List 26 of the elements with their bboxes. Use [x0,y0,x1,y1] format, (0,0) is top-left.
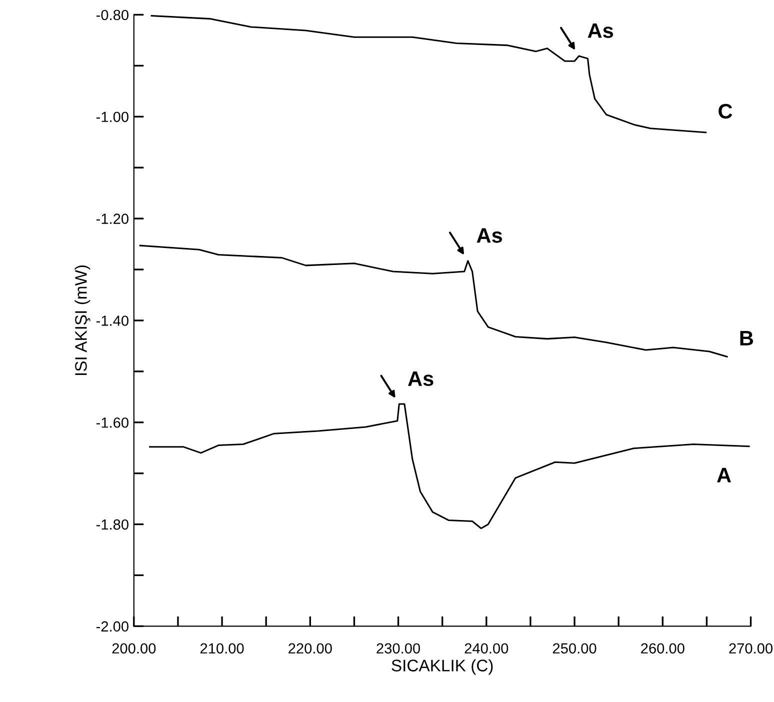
y-tick-label: -1.80 [96,519,128,530]
x-tick-label: 210.00 [200,643,244,654]
annotation: As [408,371,434,386]
x-tick-label: 230.00 [376,643,420,654]
line-series [149,403,750,530]
y-tick-label: -1.20 [96,214,128,224]
y-tick-label: -1.40 [96,316,128,326]
y-tick-label: -2.00 [96,621,128,632]
x-tick-label: 250.00 [552,643,596,654]
line-series [150,14,707,134]
series-label: C [718,104,732,119]
x-axis-title: SICAKLIK (C) [392,659,493,675]
y-tick-label: -1.00 [96,112,128,122]
annotation: As [588,23,614,38]
line-series [139,244,728,358]
y-tick-label: -0.80 [96,10,128,20]
y-tick-label: -1.60 [96,417,128,428]
x-tick-label: 240.00 [464,643,508,654]
series-label: A [717,468,731,482]
annotation: As [476,228,502,243]
series-label: B [740,331,754,346]
x-tick-label: 200.00 [112,643,156,654]
y-axis-title: ISI AKIŞI (mW) [74,265,90,375]
x-tick-label: 220.00 [288,643,332,654]
x-tick-label: 260.00 [641,643,684,654]
x-tick-label: 270.00 [729,643,773,654]
